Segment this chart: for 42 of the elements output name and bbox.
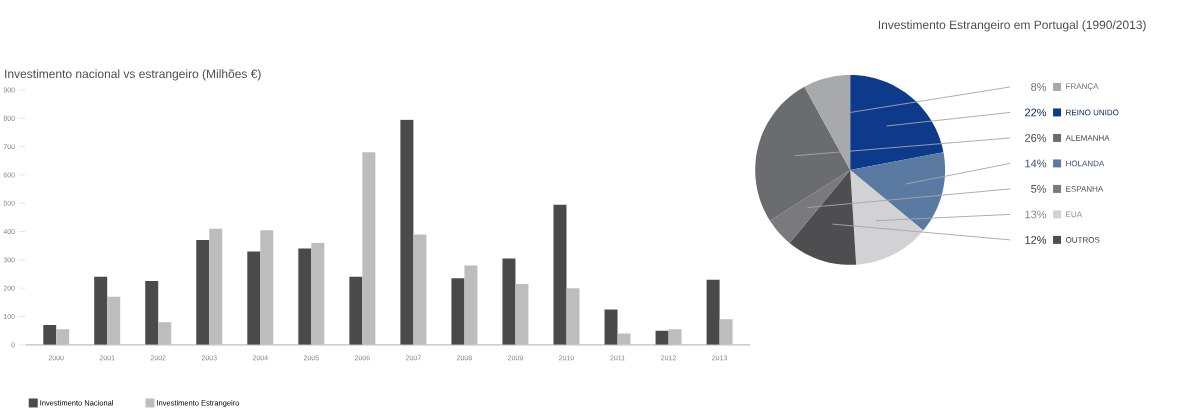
bar [502,258,516,345]
bar [668,329,682,345]
legend-label: ALEMANHA [1065,135,1110,141]
bar [706,279,720,345]
bar [247,251,261,345]
bar [196,240,210,345]
bar [413,234,427,345]
bar [362,152,376,345]
chart-title: Investimento Estrangeiro em Portugal (1990/2013) [878,20,1146,32]
legend-label: HOLANDA [1066,160,1105,167]
bar [56,329,70,345]
data-label: 14% [1025,159,1047,168]
legend-label: FRANÇA [1066,83,1099,91]
data-label: 26% [1025,134,1047,142]
bar [311,242,325,345]
legend-label: EUA [1066,211,1083,218]
bar [145,281,159,345]
bar [655,330,669,345]
bar [515,283,529,345]
bar [451,278,465,345]
bar [553,204,567,345]
bar [349,276,363,345]
legend-label: OUTROS [1065,237,1100,243]
bar [566,288,580,345]
data-label: 12% [1025,236,1047,244]
data-label: 13% [1025,210,1047,219]
chart-title: Investimento nacional vs estrangeiro (Milhões €) [5,69,261,81]
bar [604,309,618,345]
data-label: 8% [1031,83,1047,91]
bar [260,230,274,345]
bar [107,296,121,345]
bar [298,248,312,345]
legend-label: REINO UNIDO [1066,109,1119,116]
data-label: 22% [1025,108,1047,117]
bar [464,265,478,345]
legend-label: ESPANHA [1066,186,1104,192]
bar [158,322,172,345]
bar [94,276,108,345]
bar [400,119,414,345]
bar [719,319,733,345]
data-label: 5% [1031,185,1047,193]
bar [209,228,223,345]
